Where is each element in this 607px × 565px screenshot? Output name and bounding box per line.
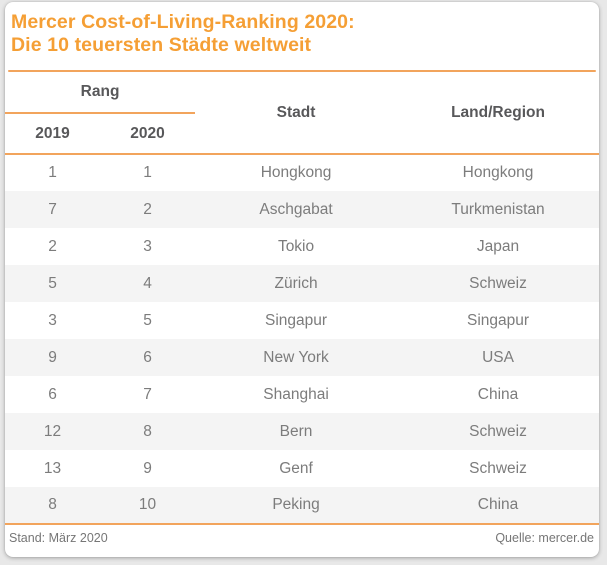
table-row: 8 10 Peking China bbox=[5, 487, 599, 524]
table-row: 5 4 Zürich Schweiz bbox=[5, 265, 599, 302]
city-cell: Hongkong bbox=[260, 164, 332, 181]
city-cell: Tokio bbox=[277, 237, 315, 255]
footer-bar: Stand: März 2020 Quelle: mercer.de bbox=[5, 525, 599, 545]
rank-2019-cell: 12 bbox=[43, 422, 62, 440]
title-block: Mercer Cost-of-Living-Ranking 2020: Die … bbox=[5, 2, 599, 57]
rank-2020-cell: 5 bbox=[143, 311, 152, 329]
country-cell: China bbox=[477, 385, 519, 403]
country-cell: Schweiz bbox=[469, 422, 527, 440]
rank-2019-cell: 6 bbox=[48, 385, 57, 403]
city-cell: Bern bbox=[279, 422, 313, 440]
column-header-rank-2020: 2020 bbox=[130, 124, 165, 142]
status-date-label: Stand: März 2020 bbox=[9, 531, 108, 545]
rank-2019-cell: 2 bbox=[48, 237, 57, 255]
country-cell: Singapur bbox=[466, 311, 530, 329]
page-title-line-1: Mercer Cost-of-Living-Ranking 2020: bbox=[11, 11, 355, 33]
rank-2020-cell: 7 bbox=[143, 385, 152, 403]
city-cell: Zürich bbox=[274, 274, 318, 292]
city-cell: Singapur bbox=[265, 311, 328, 329]
city-cell: Peking bbox=[272, 496, 320, 513]
rank-2019-cell: 9 bbox=[48, 348, 57, 366]
rank-2019-cell: 5 bbox=[48, 274, 57, 292]
country-cell: Japan bbox=[476, 237, 520, 255]
rank-2020-cell: 9 bbox=[143, 459, 152, 477]
country-cell: USA bbox=[482, 348, 514, 366]
infographic-card: Mercer Cost-of-Living-Ranking 2020: Die … bbox=[5, 2, 599, 557]
table-row: 13 9 Genf Schweiz bbox=[5, 450, 599, 487]
page-title-line-2: Die 10 teuersten Städte weltweit bbox=[11, 34, 312, 56]
rank-2020-cell: 8 bbox=[143, 422, 152, 440]
rank-2019-cell: 3 bbox=[48, 311, 57, 329]
rank-2019-cell: 8 bbox=[48, 496, 57, 513]
table-header: Rang Stadt Land/Region 2019 2020 bbox=[5, 72, 599, 154]
table-row: 7 2 Aschgabat Turkmenistan bbox=[5, 191, 599, 228]
rank-2019-cell: 7 bbox=[48, 200, 57, 218]
table-row: 3 5 Singapur Singapur bbox=[5, 302, 599, 339]
table-body: 1 1 Hongkong Hongkong 7 2 Aschgabat Turk… bbox=[5, 154, 599, 524]
column-header-country: Land/Region bbox=[451, 103, 545, 121]
country-cell: Schweiz bbox=[469, 459, 527, 477]
source-label: Quelle: mercer.de bbox=[495, 531, 594, 545]
table-row: 1 1 Hongkong Hongkong bbox=[5, 154, 599, 191]
column-header-city: Stadt bbox=[276, 103, 316, 121]
ranking-table: Rang Stadt Land/Region 2019 2020 1 1 Hon… bbox=[5, 72, 599, 525]
city-cell: Shanghai bbox=[263, 385, 329, 403]
table-row: 6 7 Shanghai China bbox=[5, 376, 599, 413]
rank-2020-cell: 3 bbox=[143, 237, 152, 255]
rank-2020-cell: 1 bbox=[143, 164, 152, 181]
rank-2020-cell: 4 bbox=[143, 274, 152, 292]
title-divider-rule bbox=[8, 70, 596, 72]
city-cell: Genf bbox=[279, 459, 313, 477]
rank-2019-cell: 13 bbox=[43, 459, 62, 477]
country-cell: Schweiz bbox=[469, 274, 527, 292]
country-cell: China bbox=[477, 496, 519, 513]
rank-2020-cell: 6 bbox=[143, 348, 152, 366]
country-cell: Hongkong bbox=[462, 164, 534, 181]
table-row: 9 6 New York USA bbox=[5, 339, 599, 376]
column-header-rank-2019: 2019 bbox=[35, 124, 70, 142]
table-row: 12 8 Bern Schweiz bbox=[5, 413, 599, 450]
city-cell: Aschgabat bbox=[259, 200, 333, 218]
city-cell: New York bbox=[263, 348, 329, 366]
rank-2019-cell: 1 bbox=[48, 164, 57, 181]
column-header-rank-group: Rang bbox=[5, 72, 196, 114]
rank-2020-cell: 10 bbox=[138, 496, 157, 513]
rank-2020-cell: 2 bbox=[143, 200, 152, 218]
table-row: 2 3 Tokio Japan bbox=[5, 228, 599, 265]
country-cell: Turkmenistan bbox=[451, 200, 545, 218]
